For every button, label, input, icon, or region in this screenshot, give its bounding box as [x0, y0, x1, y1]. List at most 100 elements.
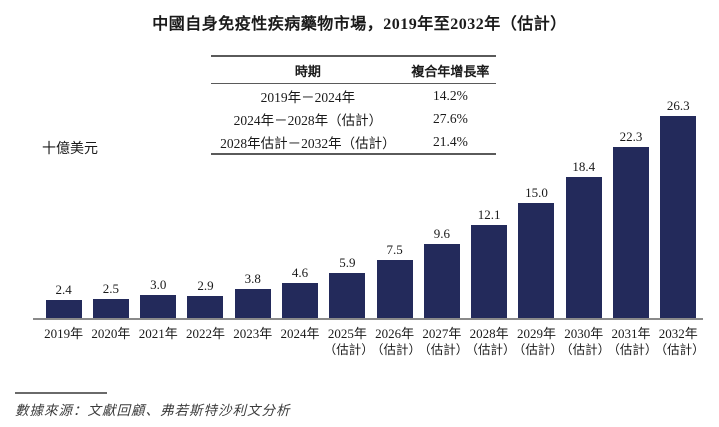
x-tick-year: 2023年 — [233, 326, 273, 341]
x-axis-tick-label: 2019年 — [40, 326, 87, 358]
bar-slot: 7.5 — [371, 96, 418, 318]
period-cell: 2019年－2024年 — [260, 89, 356, 105]
x-tick-estimate-note: （估計） — [370, 343, 421, 357]
bar — [234, 289, 271, 318]
bar-slot: 2.4 — [40, 96, 87, 318]
bar-value-label: 3.0 — [150, 277, 167, 292]
bar-chart-plot-area: 2.4 2.5 3.0 2.9 3.8 4.6 5.9 7.5 9.6 12.1 15.0 18.4 2… — [40, 96, 702, 318]
bar-value-label: 9.6 — [433, 226, 451, 241]
cagr-cell: 14.2% — [432, 87, 468, 103]
period-cell: 2024年－2028年（估計） — [233, 112, 383, 128]
x-tick-estimate-note: （估計） — [560, 343, 611, 357]
x-tick-year: 2030年 — [564, 326, 604, 341]
bar-slot: 5.9 — [324, 96, 371, 318]
bar-value-label: 22.3 — [619, 129, 643, 144]
x-axis-tick-label: 2023年 — [229, 326, 276, 358]
x-tick-year: 2024年 — [280, 326, 320, 341]
x-tick-year: 2027年 — [422, 326, 462, 341]
bar-value-label: 18.4 — [572, 159, 596, 174]
bar-slot: 2.5 — [87, 96, 134, 318]
bar-value-label: 2.5 — [102, 281, 120, 296]
x-axis-tick-label: 2032年 （估計） — [654, 326, 705, 358]
cagr-cell: 21.4% — [432, 133, 468, 149]
bar-slot: 22.3 — [607, 96, 654, 318]
bar-slot: 26.3 — [655, 96, 702, 318]
x-tick-estimate-note: （估計） — [512, 343, 563, 357]
bar — [518, 203, 555, 318]
bar-slot: 15.0 — [513, 96, 560, 318]
source-divider — [15, 392, 107, 394]
x-tick-year: 2026年 — [375, 326, 415, 341]
cagr-table: 時期 複合年增長率 2019年－2024年 14.2% 2024年－2028年（… — [211, 55, 496, 155]
bar-value-label: 12.1 — [477, 207, 501, 222]
x-axis-tick-label: 2022年 — [182, 326, 229, 358]
bar-value-label: 2.9 — [197, 278, 214, 293]
source-note: 數據來源：文獻回顧、弗若斯特沙利文分析 — [15, 403, 291, 418]
bar — [376, 260, 413, 318]
bar-slot: 18.4 — [560, 96, 607, 318]
bar — [282, 283, 319, 318]
bar — [140, 295, 177, 318]
bar-slot: 3.0 — [135, 96, 182, 318]
x-tick-year: 2020年 — [91, 326, 131, 341]
x-tick-year: 2029年 — [516, 326, 556, 341]
x-axis-tick-label: 2030年 （估計） — [560, 326, 611, 358]
x-axis-tick-label: 2020年 — [87, 326, 134, 358]
x-axis-tick-label: 2027年 （估計） — [418, 326, 469, 358]
bar-slot: 4.6 — [276, 96, 323, 318]
bar-value-label: 7.5 — [386, 242, 403, 257]
bar-slot: 3.8 — [229, 96, 276, 318]
bar-value-label: 4.6 — [291, 265, 309, 280]
bar-value-label: 3.8 — [244, 271, 261, 286]
bar — [660, 116, 697, 318]
x-axis-tick-label: 2025年 （估計） — [323, 326, 374, 358]
x-tick-year: 2032年 — [658, 326, 698, 341]
cagr-table-row: 2024年－2028年（估計） 27.6% — [211, 107, 496, 130]
x-axis-tick-label: 2024年 — [276, 326, 323, 358]
x-tick-estimate-note: （估計） — [465, 343, 516, 357]
bar-value-label: 5.9 — [339, 255, 356, 270]
bar — [187, 296, 224, 318]
bar-value-label: 15.0 — [525, 185, 548, 200]
x-axis-tick-label: 2031年 （估計） — [607, 326, 658, 358]
x-axis-line — [33, 318, 703, 320]
cagr-table-header-period: 時期 — [294, 63, 321, 79]
cagr-table-header-cagr: 複合年增長率 — [411, 63, 490, 79]
cagr-table-row: 2028年估計－2032年（估計） 21.4% — [211, 130, 496, 153]
bar-value-label: 2.4 — [55, 282, 72, 297]
bar-slot: 12.1 — [466, 96, 513, 318]
bar — [471, 225, 508, 318]
x-tick-estimate-note: （估計） — [607, 343, 658, 357]
x-tick-year: 2025年 — [327, 326, 367, 341]
x-tick-year: 2031年 — [611, 326, 651, 341]
bar — [423, 244, 460, 318]
x-tick-estimate-note: （估計） — [654, 343, 705, 357]
bar-slot: 2.9 — [182, 96, 229, 318]
cagr-table-header-row: 時期 複合年增長率 — [211, 57, 496, 84]
cagr-cell: 27.6% — [432, 110, 468, 126]
x-tick-year: 2022年 — [185, 326, 225, 341]
bar-slot: 9.6 — [418, 96, 465, 318]
bar — [45, 300, 82, 318]
bar — [565, 177, 602, 318]
bar-value-label: 26.3 — [666, 98, 690, 113]
x-tick-estimate-note: （估計） — [323, 343, 374, 357]
bar — [329, 273, 366, 318]
x-axis-tick-label: 2029年 （估計） — [512, 326, 563, 358]
y-axis-unit-label: 十億美元 — [42, 142, 98, 157]
x-axis-tick-label: 2021年 — [135, 326, 182, 358]
x-tick-year: 2019年 — [44, 326, 84, 341]
chart-title: 中國自身免疫性疾病藥物市場，2019年至2032年（估計） — [152, 16, 567, 33]
x-tick-year: 2021年 — [138, 326, 178, 341]
bar — [92, 299, 129, 318]
bar-series: 2.4 2.5 3.0 2.9 3.8 4.6 5.9 7.5 9.6 12.1 15.0 18.4 2… — [40, 96, 702, 318]
x-tick-year: 2028年 — [469, 326, 509, 341]
x-axis-labels: 2019年 2020年 2021年 2022年 2023年 2024年 2025年 （估計） 2… — [40, 326, 705, 358]
bar — [613, 147, 650, 318]
period-cell: 2028年估計－2032年（估計） — [220, 135, 396, 151]
x-axis-tick-label: 2028年 （估計） — [465, 326, 516, 358]
cagr-table-row: 2019年－2024年 14.2% — [211, 84, 496, 107]
x-axis-tick-label: 2026年 （估計） — [370, 326, 421, 358]
x-tick-estimate-note: （估計） — [418, 343, 469, 357]
